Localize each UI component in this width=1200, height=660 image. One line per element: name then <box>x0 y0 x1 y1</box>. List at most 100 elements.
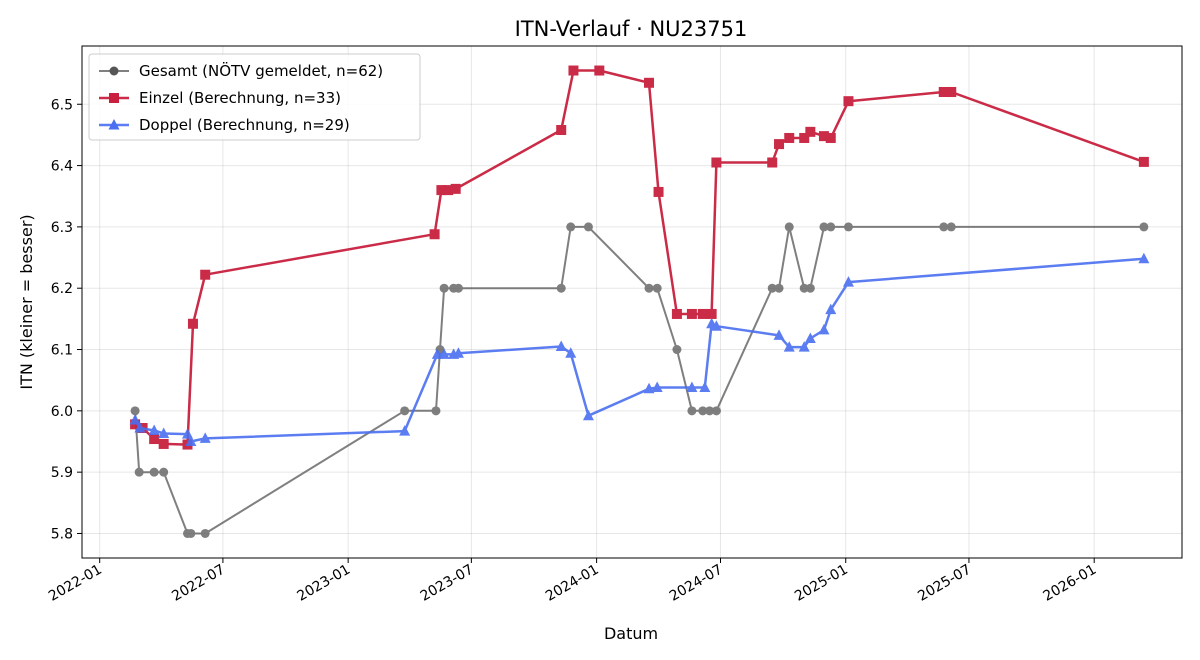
y-tick-label: 6.1 <box>51 343 73 359</box>
data-point <box>134 422 146 433</box>
y-tick-label: 5.9 <box>51 465 73 481</box>
data-point <box>185 435 197 446</box>
data-point <box>653 186 664 197</box>
data-point <box>946 86 957 97</box>
y-tick-label: 6.5 <box>51 97 73 113</box>
data-point <box>643 382 655 394</box>
data-point <box>400 406 410 416</box>
data-point <box>938 86 949 97</box>
data-point <box>799 132 810 143</box>
data-point <box>439 283 449 293</box>
data-point <box>429 229 440 240</box>
plot-area <box>129 65 1150 538</box>
data-point <box>652 283 662 293</box>
data-point <box>594 65 605 76</box>
x-tick-label: 2024-01 <box>543 562 602 605</box>
chart-title: ITN-Verlauf · NU23751 <box>515 17 748 41</box>
data-point <box>438 348 450 359</box>
series-1 <box>130 222 1149 538</box>
data-point <box>706 308 717 319</box>
data-point <box>555 340 567 351</box>
data-point <box>697 308 708 319</box>
data-point <box>784 132 795 143</box>
data-point <box>431 406 441 416</box>
data-point <box>158 427 170 439</box>
data-point <box>818 131 829 142</box>
legend: Gesamt (NÖTV gemeldet, n=62) Einzel (Bere… <box>88 53 421 141</box>
data-point <box>187 318 198 329</box>
data-point <box>130 406 140 416</box>
data-point <box>1138 156 1149 167</box>
data-point <box>798 341 810 352</box>
data-point <box>711 406 721 416</box>
data-point <box>804 332 816 343</box>
data-point <box>200 269 211 280</box>
x-tick-label: 2025-01 <box>792 562 851 605</box>
series-3 <box>129 252 1150 446</box>
data-point <box>686 308 697 319</box>
data-point <box>582 409 594 421</box>
legend-marker <box>109 93 119 103</box>
data-point <box>1138 252 1150 264</box>
data-point <box>452 347 464 358</box>
legend-marker <box>109 66 119 76</box>
data-point <box>149 467 159 477</box>
y-tick-label: 6.2 <box>51 281 73 297</box>
data-point <box>199 432 211 443</box>
y-tick-label: 6.0 <box>51 404 73 420</box>
data-point <box>698 406 708 416</box>
data-point <box>1139 222 1149 232</box>
data-point <box>774 283 784 293</box>
data-point <box>182 428 194 439</box>
data-point <box>186 528 196 538</box>
y-axis-label: ITN (kleiner = besser) <box>17 214 36 389</box>
x-axis-label: Datum <box>604 624 658 643</box>
data-point <box>946 222 956 232</box>
data-point <box>583 222 593 232</box>
data-point <box>711 157 722 168</box>
data-point <box>767 157 778 168</box>
data-point <box>672 345 682 355</box>
data-point <box>825 132 836 143</box>
data-point <box>687 406 697 416</box>
data-point <box>159 467 169 477</box>
data-point <box>783 341 795 352</box>
data-point <box>566 222 576 232</box>
data-point <box>784 222 794 232</box>
data-point <box>148 424 160 435</box>
data-point <box>699 381 711 393</box>
x-tick-label: 2023-01 <box>294 562 353 605</box>
data-point <box>450 183 461 194</box>
legend-box <box>88 53 421 141</box>
data-point <box>819 222 829 232</box>
y-tick-label: 5.8 <box>51 526 73 542</box>
series-line <box>134 257 1144 443</box>
data-point <box>158 438 169 449</box>
x-tick-label: 2025-07 <box>915 562 974 605</box>
data-point <box>805 126 816 137</box>
y-tick-label: 6.4 <box>51 159 73 175</box>
legend-marker <box>108 119 120 130</box>
data-point <box>129 414 141 425</box>
data-point <box>453 283 463 293</box>
data-point <box>826 222 836 232</box>
x-tick-label: 2024-07 <box>667 562 726 605</box>
data-point <box>705 406 715 416</box>
data-point <box>556 125 567 136</box>
legend-label: Gesamt (NÖTV gemeldet, n=62) <box>139 61 383 80</box>
series-line <box>134 225 1144 535</box>
x-tick-label: 2026-01 <box>1041 562 1100 605</box>
data-point <box>939 222 949 232</box>
data-point <box>773 329 785 340</box>
data-point <box>443 185 454 196</box>
data-point <box>565 347 577 358</box>
data-point <box>134 467 144 477</box>
data-point <box>644 77 655 88</box>
data-point <box>842 276 854 287</box>
data-point <box>818 323 830 335</box>
x-tick-label: 2023-07 <box>418 562 477 605</box>
data-point <box>436 185 447 196</box>
data-point <box>825 303 837 315</box>
x-tick-label: 2022-01 <box>46 562 105 605</box>
